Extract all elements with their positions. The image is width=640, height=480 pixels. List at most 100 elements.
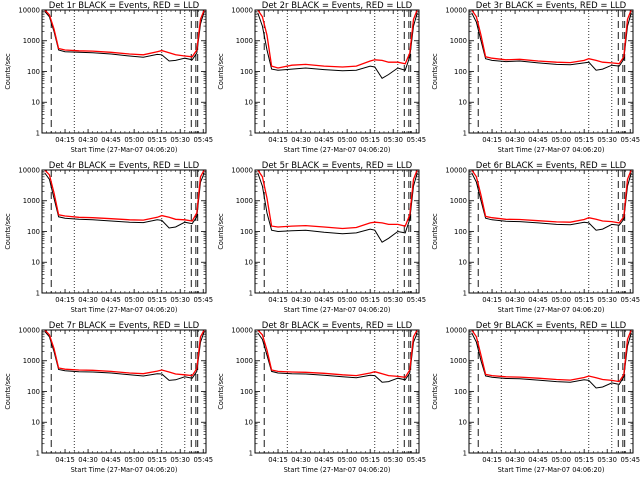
x-tick-label: 04:45 — [528, 456, 548, 464]
y-tick-label: 1 — [36, 449, 40, 457]
x-tick-label: 04:15 — [55, 296, 75, 304]
chart-panel-2: Det 2r BLACK = Events, RED = LLD Counts/s… — [217, 1, 426, 154]
x-tick-label: 04:30 — [291, 296, 311, 304]
chart-title: Det 4r BLACK = Events, RED = LLD — [49, 161, 200, 171]
y-tick-label: 1000 — [236, 197, 253, 205]
y-tick-label: 10 — [244, 419, 253, 427]
chart-panel-4: Det 4r BLACK = Events, RED = LLD Counts/s… — [4, 161, 213, 314]
series-line-lld — [471, 10, 632, 65]
x-tick-label: 05:45 — [406, 136, 426, 144]
x-tick-label: 04:45 — [314, 456, 334, 464]
y-tick-label: 100 — [240, 228, 253, 236]
series-line-events — [471, 332, 632, 389]
y-axis-label: Counts/sec — [217, 213, 225, 250]
y-tick-label: 1 — [463, 449, 467, 457]
x-tick-label: 05:15 — [360, 296, 380, 304]
x-tick-label: 04:15 — [268, 456, 288, 464]
y-tick-label: 1 — [36, 289, 40, 297]
chart-panel-8: Det 8r BLACK = Events, RED = LLD Counts/s… — [217, 321, 426, 474]
x-tick-label: 05:00 — [551, 136, 571, 144]
x-axis-label: Start Time (27-Mar-07 04:06:20) — [284, 306, 391, 314]
x-tick-label: 04:30 — [78, 456, 98, 464]
x-tick-label: 05:45 — [620, 456, 640, 464]
y-tick-label: 100 — [27, 388, 40, 396]
x-tick-label: 05:30 — [383, 456, 403, 464]
y-tick-label: 10000 — [18, 166, 40, 174]
y-tick-label: 1000 — [236, 37, 253, 45]
y-tick-label: 10 — [458, 99, 467, 107]
series-line-events — [44, 172, 205, 229]
series-line-events — [257, 172, 418, 243]
series-line-lld — [44, 10, 205, 58]
series-line-events — [471, 12, 632, 71]
y-tick-label: 1 — [463, 289, 467, 297]
x-tick-label: 05:30 — [383, 296, 403, 304]
y-tick-label: 100 — [454, 68, 467, 76]
y-tick-label: 1 — [36, 129, 40, 137]
y-tick-label: 1000 — [23, 357, 40, 365]
chart-title: Det 7r BLACK = Events, RED = LLD — [49, 321, 200, 331]
chart-title: Det 9r BLACK = Events, RED = LLD — [476, 321, 627, 331]
x-tick-label: 05:30 — [170, 456, 190, 464]
chart-title: Det 8r BLACK = Events, RED = LLD — [262, 321, 413, 331]
x-tick-label: 04:45 — [101, 456, 121, 464]
x-tick-label: 04:45 — [528, 136, 548, 144]
x-tick-label: 05:15 — [360, 136, 380, 144]
series-line-events — [44, 331, 205, 381]
x-tick-label: 05:45 — [406, 296, 426, 304]
y-tick-label: 1000 — [450, 37, 467, 45]
x-tick-label: 04:45 — [314, 296, 334, 304]
x-tick-label: 05:30 — [383, 136, 403, 144]
x-tick-label: 04:30 — [78, 136, 98, 144]
series-line-events — [471, 172, 632, 231]
chart-title: Det 1r BLACK = Events, RED = LLD — [49, 1, 200, 11]
y-tick-label: 100 — [454, 228, 467, 236]
chart-title: Det 3r BLACK = Events, RED = LLD — [476, 1, 627, 11]
y-tick-label: 1000 — [236, 357, 253, 365]
x-tick-label: 04:15 — [55, 136, 75, 144]
y-tick-label: 10000 — [18, 326, 40, 334]
x-tick-label: 05:45 — [620, 296, 640, 304]
x-tick-label: 05:00 — [551, 296, 571, 304]
y-axis-label: Counts/sec — [431, 373, 439, 410]
y-tick-label: 10 — [31, 259, 40, 267]
y-tick-label: 10 — [31, 99, 40, 107]
x-tick-label: 04:15 — [482, 296, 502, 304]
chart-panel-5: Det 5r BLACK = Events, RED = LLD Counts/s… — [217, 161, 426, 314]
x-tick-label: 05:15 — [574, 136, 594, 144]
y-axis-label: Counts/sec — [217, 53, 225, 90]
series-line-events — [257, 332, 418, 383]
series-line-lld — [44, 330, 205, 377]
series-line-lld — [471, 170, 632, 224]
y-tick-label: 10000 — [445, 6, 467, 14]
x-axis-label: Start Time (27-Mar-07 04:06:20) — [284, 146, 391, 154]
x-tick-label: 05:45 — [406, 456, 426, 464]
x-tick-label: 05:15 — [360, 456, 380, 464]
y-tick-label: 1000 — [23, 197, 40, 205]
plot-frame — [254, 169, 420, 294]
x-tick-label: 05:00 — [337, 296, 357, 304]
x-tick-label: 05:45 — [193, 136, 213, 144]
y-tick-label: 100 — [454, 388, 467, 396]
y-tick-label: 1 — [463, 129, 467, 137]
y-tick-label: 10 — [458, 419, 467, 427]
x-tick-label: 05:00 — [551, 456, 571, 464]
y-tick-label: 10000 — [445, 166, 467, 174]
y-tick-label: 1 — [249, 289, 253, 297]
x-axis-label: Start Time (27-Mar-07 04:06:20) — [71, 466, 178, 474]
x-tick-label: 05:30 — [597, 296, 617, 304]
plot-frame — [41, 9, 207, 134]
x-tick-label: 05:15 — [147, 456, 167, 464]
series-line-events — [257, 12, 418, 79]
chart-panel-7: Det 7r BLACK = Events, RED = LLD Counts/s… — [4, 321, 213, 474]
plot-frame — [254, 329, 420, 454]
x-tick-label: 04:15 — [268, 136, 288, 144]
y-tick-label: 100 — [27, 228, 40, 236]
x-tick-label: 04:45 — [528, 296, 548, 304]
x-axis-label: Start Time (27-Mar-07 04:06:20) — [498, 466, 605, 474]
x-tick-label: 04:30 — [505, 456, 525, 464]
series-line-events — [44, 11, 205, 62]
x-tick-label: 04:15 — [55, 456, 75, 464]
x-tick-label: 05:45 — [193, 296, 213, 304]
